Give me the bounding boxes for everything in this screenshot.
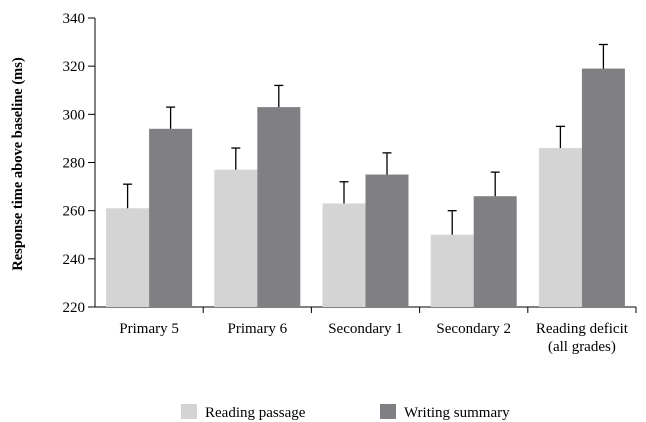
y-tick-label: 260 xyxy=(63,204,86,220)
legend: Reading passage Writing summary xyxy=(181,404,510,421)
x-tick-label: Primary 5 xyxy=(119,321,179,337)
bar xyxy=(322,203,366,307)
legend-swatch xyxy=(181,404,197,419)
bar xyxy=(149,128,193,307)
legend-label: Reading passage xyxy=(205,405,306,421)
bars xyxy=(106,68,625,307)
y-axis-label: Response time above baseline (ms) xyxy=(10,57,26,271)
error-bars xyxy=(123,43,608,235)
category-labels: Primary 5 Primary 6 Secondary 1 Secondary 2… xyxy=(119,321,628,355)
y-tick-label: 220 xyxy=(63,300,86,316)
x-tick-label: (all grades) xyxy=(548,339,616,355)
legend-label: Writing summary xyxy=(404,405,510,421)
y-tick-label: 300 xyxy=(63,107,86,123)
x-tick-label: Secondary 1 xyxy=(328,321,403,337)
bar xyxy=(538,148,582,307)
bar xyxy=(214,169,258,307)
bar xyxy=(106,208,150,307)
bar xyxy=(365,174,409,307)
x-tick-label: Reading deficit xyxy=(536,321,629,337)
y-tick-label: 320 xyxy=(63,59,86,75)
y-tick-label: 240 xyxy=(63,252,86,268)
x-tick-label: Primary 6 xyxy=(228,321,288,337)
bar xyxy=(473,196,517,307)
y-tick-label: 280 xyxy=(63,156,86,172)
y-tick-label: 340 xyxy=(63,11,86,27)
bar xyxy=(430,234,474,307)
bar xyxy=(257,107,301,307)
legend-swatch xyxy=(380,404,396,419)
bar xyxy=(581,68,625,307)
x-tick-label: Secondary 2 xyxy=(436,321,511,337)
